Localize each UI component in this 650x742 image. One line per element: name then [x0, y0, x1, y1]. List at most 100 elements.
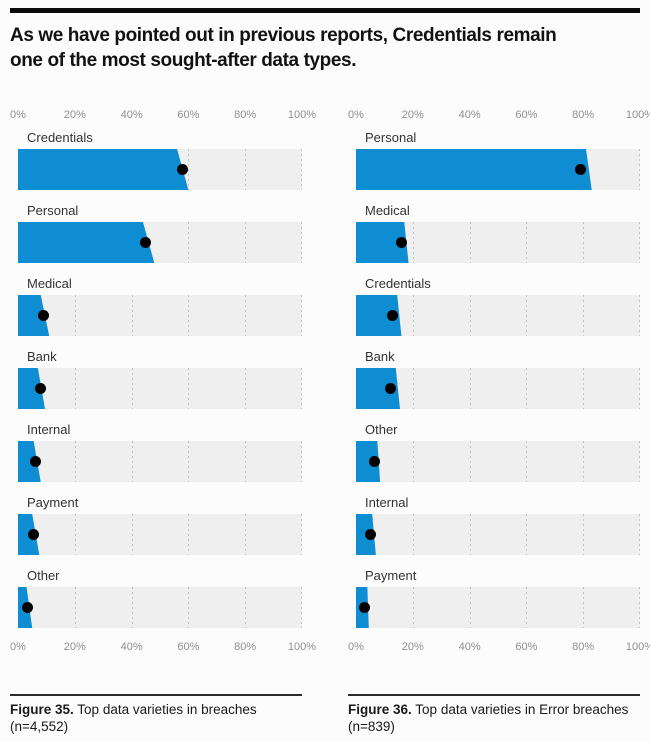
- gridline: [74, 514, 76, 555]
- axis-tick-row-bottom: 0% 20% 40% 60% 80% 100%: [10, 641, 316, 654]
- axis-tick-label: 80%: [572, 641, 595, 653]
- gridline: [412, 368, 414, 409]
- axis-tick-label: 40%: [458, 641, 481, 653]
- gridline: [526, 514, 528, 555]
- bar-row: Credentials: [10, 130, 302, 190]
- row-label: Other: [365, 422, 398, 437]
- gridline: [526, 587, 528, 628]
- axis-tick-label: 60%: [177, 641, 200, 653]
- axis-tick-label: 80%: [572, 109, 595, 121]
- gridline: [583, 295, 585, 336]
- row-label: Internal: [27, 422, 71, 437]
- figure-label: Figure 35.: [10, 702, 74, 717]
- axis-tick-label: 80%: [234, 109, 257, 121]
- bar-row: Medical: [348, 203, 640, 263]
- gridline: [301, 514, 302, 555]
- estimate-dot: [368, 456, 380, 467]
- bar: [356, 149, 592, 190]
- gridline: [245, 514, 247, 555]
- axis-tick-label: 0%: [348, 641, 364, 653]
- bar-track: [18, 222, 302, 263]
- row-label: Personal: [365, 130, 417, 145]
- bar-rows: Personal Medical Credentials Bank Other Inter…: [348, 130, 640, 628]
- figure-36-column: 0% 20% 40% 60% 80% 100% Personal Medical Credent…: [348, 109, 650, 735]
- bar-row: Personal: [348, 130, 640, 190]
- gridline: [74, 295, 76, 336]
- gridline: [469, 368, 471, 409]
- row-label: Personal: [27, 203, 79, 218]
- row-label: Bank: [365, 349, 395, 364]
- row-label: Payment: [365, 568, 417, 583]
- axis-tick-label: 20%: [401, 109, 424, 121]
- bar-track: [356, 295, 640, 336]
- row-label: Internal: [365, 495, 409, 510]
- axis-tick-label: 100%: [625, 641, 650, 653]
- bar-chart-error-breaches: 0% 20% 40% 60% 80% 100% Personal Medical Credent…: [348, 109, 650, 654]
- row-label: Bank: [27, 349, 57, 364]
- axis-tick-label: 40%: [120, 641, 143, 653]
- bar-row: Other: [348, 422, 640, 482]
- gridline: [526, 441, 528, 482]
- bar-row: Credentials: [348, 276, 640, 336]
- bar-track: [356, 149, 640, 190]
- gridline: [131, 587, 133, 628]
- bar-track: [18, 368, 302, 409]
- section-title: As we have pointed out in previous repor…: [10, 23, 640, 73]
- gridline: [188, 587, 190, 628]
- bar-chart-breaches: 0% 20% 40% 60% 80% 100% Credentials Personal Med…: [10, 109, 316, 654]
- figure-35-caption: Figure 35. Top data varieties in breache…: [10, 694, 302, 735]
- estimate-dot: [35, 383, 47, 394]
- gridline: [245, 149, 247, 190]
- bar-track: [356, 441, 640, 482]
- gridline: [245, 368, 247, 409]
- gridline: [639, 222, 640, 263]
- gridline: [74, 587, 76, 628]
- axis-tick-label: 0%: [10, 109, 26, 121]
- bar: [356, 514, 376, 555]
- gridline: [526, 368, 528, 409]
- gridline: [74, 441, 76, 482]
- figure-35-column: 0% 20% 40% 60% 80% 100% Credentials Personal Med…: [10, 109, 316, 735]
- gridline: [131, 514, 133, 555]
- row-label: Credentials: [27, 130, 93, 145]
- estimate-dot: [140, 237, 152, 248]
- bar-rows: Credentials Personal Medical Bank Internal Pa…: [10, 130, 302, 628]
- gridline: [583, 222, 585, 263]
- bar-track: [356, 587, 640, 628]
- gridline: [583, 514, 585, 555]
- gridline: [131, 295, 133, 336]
- gridline: [245, 587, 247, 628]
- axis-tick-label: 20%: [63, 109, 86, 121]
- estimate-dot: [384, 383, 396, 394]
- axis-tick-row-top: 0% 20% 40% 60% 80% 100%: [10, 109, 316, 122]
- gridline: [469, 222, 471, 263]
- gridline: [526, 222, 528, 263]
- axis-tick-label: 0%: [10, 641, 26, 653]
- caption-body: Top data varieties in Error breaches (n=…: [348, 702, 629, 734]
- gridline: [245, 295, 247, 336]
- bar-row: Medical: [10, 276, 302, 336]
- bar: [356, 295, 402, 336]
- gridline: [469, 295, 471, 336]
- gridline: [412, 222, 414, 263]
- bar-track: [356, 222, 640, 263]
- gridline: [639, 295, 640, 336]
- bar: [18, 441, 41, 482]
- gridline: [188, 222, 190, 263]
- bar: [18, 149, 189, 190]
- axis-tick-label: 60%: [515, 641, 538, 653]
- axis-tick-label: 100%: [625, 109, 650, 121]
- bar-row: Payment: [10, 495, 302, 555]
- gridline: [188, 368, 190, 409]
- row-label: Medical: [365, 203, 410, 218]
- estimate-dot: [574, 164, 586, 175]
- estimate-dot: [364, 529, 376, 540]
- gridline: [301, 222, 302, 263]
- axis-tick-label: 40%: [458, 109, 481, 121]
- gridline: [583, 441, 585, 482]
- axis-tick-label: 40%: [120, 109, 143, 121]
- gridline: [245, 222, 247, 263]
- axis-tick-label: 60%: [515, 109, 538, 121]
- bar: [18, 514, 40, 555]
